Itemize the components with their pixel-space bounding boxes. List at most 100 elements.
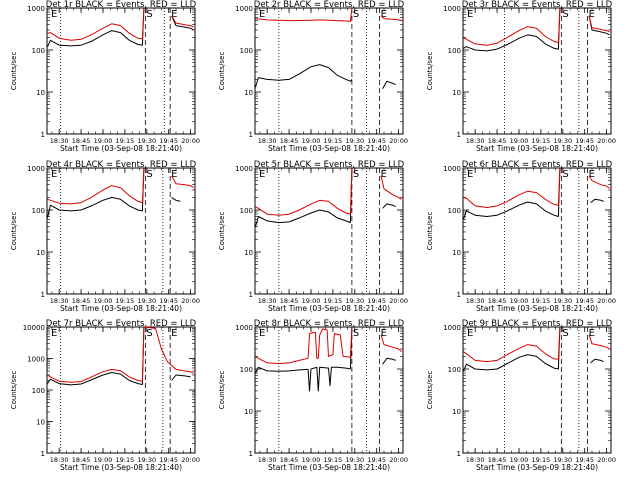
y-axis-label: Counts/sec — [426, 371, 434, 410]
plot-frame — [254, 167, 404, 295]
event-marker-label: S — [353, 328, 359, 339]
x-tick-label: 19:15 — [532, 297, 551, 305]
x-tick-label: 18:30 — [50, 297, 69, 305]
y-tick-label: 1000 — [27, 5, 45, 13]
plot-frame — [462, 167, 612, 295]
x-tick-label: 19:00 — [302, 456, 321, 464]
y-tick-label: 10 — [244, 408, 253, 416]
y-axis-label: Counts/sec — [426, 52, 434, 91]
lld-series-line — [47, 326, 194, 383]
plot-frame — [46, 7, 196, 135]
y-tick-label: 1 — [249, 291, 253, 299]
events-series-line — [47, 326, 145, 386]
x-axis-label: Start Time (03-Sep-08 18:21:40) — [60, 144, 182, 153]
event-marker-label: E — [259, 169, 265, 180]
x-axis-label: Start Time (03-Sep-08 18:21:40) — [476, 144, 598, 153]
lld-series-line — [171, 175, 194, 189]
x-tick-label: 19:15 — [116, 456, 135, 464]
x-tick-label: 18:30 — [258, 297, 277, 305]
y-tick-label: 1 — [249, 450, 253, 458]
x-axis-label: Start Time (03-Sep-09 18:21:40) — [476, 463, 598, 472]
x-tick-label: 20:00 — [181, 137, 200, 145]
y-tick-label: 10000 — [23, 324, 45, 332]
lld-series-line — [588, 175, 610, 189]
x-tick-label: 20:00 — [389, 137, 408, 145]
events-series-line — [255, 167, 353, 227]
event-marker-label: E — [171, 328, 177, 339]
x-tick-label: 19:30 — [137, 137, 156, 145]
x-tick-label: 19:30 — [345, 456, 364, 464]
y-tick-label: 100 — [240, 47, 253, 55]
x-tick-label: 19:45 — [575, 137, 594, 145]
lld-series-line — [255, 326, 353, 364]
lld-series-line — [47, 7, 145, 41]
x-tick-label: 18:45 — [488, 456, 507, 464]
x-tick-label: 19:15 — [532, 456, 551, 464]
plot-frame — [462, 7, 612, 135]
chart-panel: Det 4r BLACK = Events, RED = LLD 1 10 100 10… — [10, 160, 200, 313]
event-marker-label: E — [467, 169, 473, 180]
x-tick-label: 18:30 — [50, 137, 69, 145]
y-tick-label: 1 — [41, 291, 45, 299]
events-series-line — [590, 198, 604, 203]
chart-title: Det 5r BLACK = Events, RED = LLD — [254, 160, 405, 170]
x-tick-label: 18:45 — [488, 137, 507, 145]
y-tick-label: 100 — [32, 207, 45, 215]
event-marker-label: E — [381, 169, 387, 180]
event-marker-label: S — [562, 169, 568, 180]
events-series-line — [590, 358, 604, 364]
x-tick-label: 19:00 — [94, 456, 113, 464]
x-tick-label: 20:00 — [181, 456, 200, 464]
x-tick-label: 18:45 — [72, 137, 91, 145]
event-marker-label: E — [259, 9, 265, 20]
event-marker-label: E — [589, 328, 595, 339]
event-marker-label: E — [381, 328, 387, 339]
y-tick-label: 10 — [244, 89, 253, 97]
event-marker-label: E — [589, 169, 595, 180]
x-tick-label: 18:30 — [258, 456, 277, 464]
lld-series-line — [47, 167, 145, 205]
events-series-line — [47, 167, 145, 219]
event-marker-label: S — [562, 328, 568, 339]
x-axis-label: Start Time (03-Sep-08 18:21:40) — [268, 463, 390, 472]
x-tick-label: 19:00 — [302, 137, 321, 145]
x-axis-label: Start Time (03-Sep-08 18:21:40) — [476, 304, 598, 313]
y-tick-label: 1000 — [235, 324, 253, 332]
chart-title: Det 8r BLACK = Events, RED = LLD — [254, 319, 405, 329]
x-axis-label: Start Time (03-Sep-08 18:21:40) — [60, 304, 182, 313]
x-tick-label: 18:45 — [280, 456, 299, 464]
events-series-line — [171, 15, 194, 31]
x-tick-label: 19:45 — [159, 297, 178, 305]
x-tick-label: 18:45 — [488, 297, 507, 305]
x-tick-label: 19:15 — [324, 456, 343, 464]
events-series-line — [382, 357, 396, 365]
y-axis-label: Counts/sec — [10, 371, 18, 410]
event-marker-label: S — [146, 9, 152, 20]
events-series-line — [463, 167, 561, 220]
x-tick-label: 19:15 — [116, 137, 135, 145]
event-marker-label: E — [381, 9, 387, 20]
x-tick-label: 18:45 — [280, 297, 299, 305]
y-axis-label: Counts/sec — [218, 52, 226, 91]
lld-series-line — [463, 167, 561, 208]
events-series-line — [463, 7, 561, 52]
y-axis-label: Counts/sec — [218, 371, 226, 410]
chart-title: Det 2r BLACK = Events, RED = LLD — [254, 0, 405, 10]
chart-panel: Det 8r BLACK = Events, RED = LLD 1 10 100 10… — [218, 319, 408, 472]
y-tick-label: 100 — [448, 366, 461, 374]
event-marker-label: S — [353, 9, 359, 20]
y-tick-label: 1 — [249, 131, 253, 139]
x-tick-label: 18:45 — [72, 456, 91, 464]
event-marker-label: E — [171, 169, 177, 180]
y-tick-label: 1000 — [443, 324, 461, 332]
y-tick-label: 1000 — [235, 5, 253, 13]
y-tick-label: 100 — [240, 366, 253, 374]
x-axis-label: Start Time (03-Sep-08 18:21:40) — [268, 304, 390, 313]
chart-title: Det 1r BLACK = Events, RED = LLD — [46, 0, 197, 10]
y-tick-label: 10 — [36, 419, 45, 427]
y-tick-label: 1000 — [443, 5, 461, 13]
event-marker-label: E — [51, 328, 57, 339]
chart-title: Det 4r BLACK = Events, RED = LLD — [46, 160, 197, 170]
x-tick-label: 18:45 — [72, 297, 91, 305]
